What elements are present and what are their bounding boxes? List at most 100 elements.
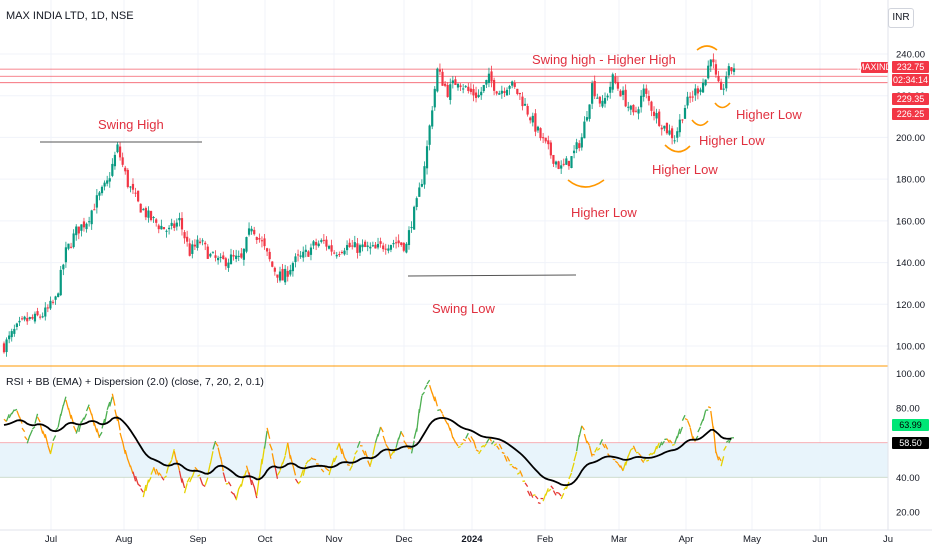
candle-body <box>258 238 261 240</box>
candle-body <box>472 88 475 96</box>
candle-body <box>513 82 516 87</box>
rsi-segment <box>62 396 67 406</box>
rsi-segment <box>452 436 456 443</box>
rsi-segment <box>21 427 26 433</box>
rsi-segment <box>307 458 312 462</box>
candle-body <box>57 293 60 298</box>
candle-body <box>64 247 68 263</box>
candle-body <box>175 222 178 227</box>
candle-body <box>315 242 318 246</box>
symbol-title[interactable]: MAX INDIA LTD, 1D, NSE <box>6 10 134 22</box>
drawings[interactable] <box>40 45 731 277</box>
rsi-segment <box>274 465 279 479</box>
rsi-segment <box>140 488 144 493</box>
rsi-segment <box>181 478 186 489</box>
rsi-segment <box>496 445 500 450</box>
rsi-segment <box>83 413 88 420</box>
higher-low-label-1: Higher Low <box>571 205 637 220</box>
rsi-segment <box>666 438 671 443</box>
candle-body <box>634 110 638 112</box>
candle-body <box>343 250 346 255</box>
rsi-segment <box>403 440 407 446</box>
candle-series[interactable] <box>2 53 736 357</box>
rsi-segment <box>594 447 598 453</box>
rsi-segment <box>382 435 387 444</box>
rsi-segment <box>171 449 175 460</box>
candle-body <box>67 243 70 249</box>
candle-body <box>554 161 558 165</box>
rsi-segment <box>52 435 57 442</box>
candle-body <box>307 251 310 257</box>
candle-body <box>369 246 372 249</box>
rsi-segment <box>470 436 475 442</box>
rsi-segment <box>220 456 224 472</box>
rsi-segment <box>630 447 634 451</box>
rsi-segment <box>93 422 98 433</box>
swing-high-label: Swing High <box>98 117 164 132</box>
candle-body <box>193 244 196 247</box>
time-tick-label: 2024 <box>461 534 483 545</box>
higher-high-label: Swing high - Higher High <box>532 52 676 67</box>
candle-body <box>13 328 16 334</box>
candle-body <box>327 246 331 249</box>
candle-body <box>536 126 540 131</box>
candle-body <box>284 268 287 283</box>
price-tick-label: 140.00 <box>896 258 925 269</box>
candle-body <box>456 83 460 88</box>
rsi-segment <box>599 439 604 445</box>
rsi-segment <box>478 449 482 455</box>
candle-body <box>503 91 506 93</box>
rsi-segment <box>646 459 650 462</box>
rsi-segment <box>158 472 162 477</box>
candle-body <box>358 245 362 253</box>
candle-body <box>364 241 367 247</box>
candle-body <box>10 331 13 338</box>
candle-body <box>100 186 104 194</box>
time-tick-label: Sep <box>190 534 207 545</box>
candle-body <box>330 245 333 252</box>
rsi-pane[interactable] <box>0 379 888 505</box>
candle-body <box>351 245 354 247</box>
candle-body <box>247 228 251 235</box>
candle-body <box>216 257 220 261</box>
rsi-segment <box>560 492 565 500</box>
candle-body <box>281 268 284 281</box>
price-tick-label: 160.00 <box>896 216 925 227</box>
rsi-ma-badge-bg <box>892 437 929 449</box>
rsi-segment <box>320 468 325 473</box>
candle-body <box>598 96 601 104</box>
candle-body <box>379 241 382 244</box>
candle-body <box>245 237 248 252</box>
candle-body <box>552 154 555 164</box>
rsi-segment <box>263 430 268 449</box>
candle-body <box>59 269 62 296</box>
candle-body <box>585 117 589 121</box>
indicator-title[interactable]: RSI + BB (EMA) + Dispersion (2.0) (close… <box>6 376 264 388</box>
candle-body <box>493 79 496 91</box>
candle-body <box>353 242 356 248</box>
rsi-value-badge: 63.99 <box>899 420 922 430</box>
rsi-segment <box>183 483 188 494</box>
rsi-segment <box>258 458 263 479</box>
candle-body <box>294 256 297 262</box>
rsi-segment <box>313 458 317 461</box>
rsi-segment <box>552 490 557 496</box>
rsi-segment <box>235 488 240 501</box>
currency-button[interactable]: INR <box>888 8 914 28</box>
candle-body <box>250 228 253 232</box>
candle-body <box>480 91 483 96</box>
rsi-segment <box>163 475 167 479</box>
candle-body <box>730 67 733 72</box>
candle-body <box>232 255 235 257</box>
rsi-segment <box>460 442 464 446</box>
candle-body <box>443 83 447 86</box>
candle-body <box>696 88 699 94</box>
rsi-segment <box>202 484 206 488</box>
candle-body <box>296 254 300 256</box>
rsi-segment <box>80 417 85 423</box>
candle-body <box>286 270 289 277</box>
price-tick-label: 200.00 <box>896 133 925 144</box>
candle-body <box>90 210 93 225</box>
price-tick-label: 240.00 <box>896 50 925 61</box>
